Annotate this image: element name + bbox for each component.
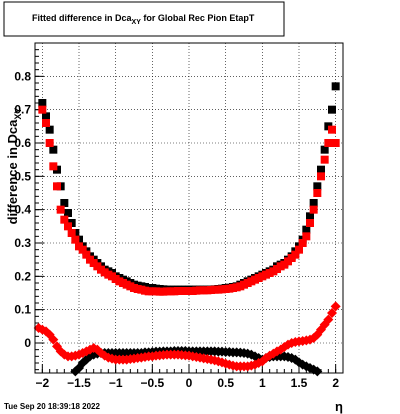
x-tick-label: 1 — [259, 376, 266, 390]
timestamp: Tue Sep 20 18:39:18 2022 — [4, 402, 100, 411]
x-axis-label: η — [335, 399, 343, 414]
data-point — [48, 334, 59, 345]
data-point — [82, 250, 91, 259]
data-point — [317, 172, 325, 181]
data-point — [313, 189, 322, 197]
data-point — [64, 209, 72, 217]
data-point — [331, 139, 340, 147]
chart-title: Fitted difference in DcaXY for Global Re… — [32, 13, 255, 26]
chart-title-main: Fitted difference in Dca — [32, 13, 133, 23]
data-point — [309, 199, 318, 207]
data-point — [246, 349, 257, 360]
data-point — [324, 139, 333, 147]
data-point — [49, 145, 58, 154]
data-marks — [33, 82, 341, 377]
data-point — [49, 162, 58, 171]
data-point — [317, 165, 325, 174]
data-point — [56, 205, 65, 214]
y-tick-label: 0.1 — [14, 303, 31, 317]
x-tick-label: 0.5 — [217, 376, 234, 390]
data-point — [327, 308, 337, 318]
y-tick-label: 0.3 — [14, 236, 31, 250]
data-point — [42, 119, 50, 127]
data-point — [64, 222, 72, 231]
data-point — [45, 125, 54, 134]
data-point — [42, 112, 50, 121]
x-tick-label: 1.5 — [291, 376, 308, 390]
tick-labels: −2 −1.5 −1 −0.5 0 0.5 1 1.5 2 0 0.1 0.2 0.3 0.4 0.5 0.6… — [14, 69, 339, 390]
x-tick-label: 2 — [332, 376, 339, 390]
data-point — [323, 314, 334, 325]
y-tick-label: 0.4 — [14, 203, 31, 217]
data-point — [309, 205, 318, 214]
y-tick-label: 0.8 — [14, 69, 31, 83]
chart-title-subscript: XY — [132, 19, 142, 26]
data-point — [320, 145, 329, 154]
y-tick-label: 0.2 — [14, 269, 31, 283]
plot-frame-overlay — [34, 42, 344, 374]
data-point — [302, 232, 311, 241]
data-point — [313, 182, 322, 191]
data-point — [302, 225, 311, 234]
data-point — [328, 125, 336, 134]
data-point — [60, 215, 69, 224]
data-point — [71, 235, 80, 244]
x-tick-label: −1 — [109, 376, 123, 390]
data-point — [291, 250, 300, 259]
y-tick-label: 0.6 — [14, 136, 31, 150]
data-point — [312, 366, 323, 377]
title-box — [3, 1, 285, 37]
chart-title-suffix: for Global Rec Pion EtapT — [141, 13, 255, 23]
data-point — [330, 301, 341, 312]
data-point — [331, 82, 340, 91]
data-point — [45, 139, 54, 147]
data-point — [38, 99, 47, 107]
series-1 — [38, 105, 340, 296]
x-tick-label: 0 — [186, 376, 193, 390]
data-point — [60, 199, 69, 207]
y-tick-label: 0.5 — [14, 169, 31, 183]
y-tick-label: 0 — [24, 336, 31, 350]
data-point — [53, 182, 61, 191]
series-3 — [33, 301, 341, 372]
x-tick-label: −0.5 — [140, 376, 164, 390]
data-point — [306, 212, 314, 221]
data-point — [38, 105, 47, 114]
data-point — [298, 239, 307, 247]
data-point — [78, 245, 87, 254]
y-tick-label: 0.7 — [14, 103, 31, 117]
y-axis-label-main: difference in Dca — [5, 119, 20, 225]
x-tick-label: −1.5 — [67, 376, 91, 390]
grid — [35, 43, 343, 373]
x-tick-label: −2 — [35, 376, 49, 390]
data-point — [320, 155, 329, 164]
data-point — [306, 219, 314, 227]
data-point — [328, 105, 336, 114]
y-axis-label-subscript: XY — [13, 108, 23, 120]
y-axis-label: difference in DcaXY — [5, 108, 23, 225]
data-point — [67, 229, 76, 237]
data-point — [295, 245, 303, 254]
